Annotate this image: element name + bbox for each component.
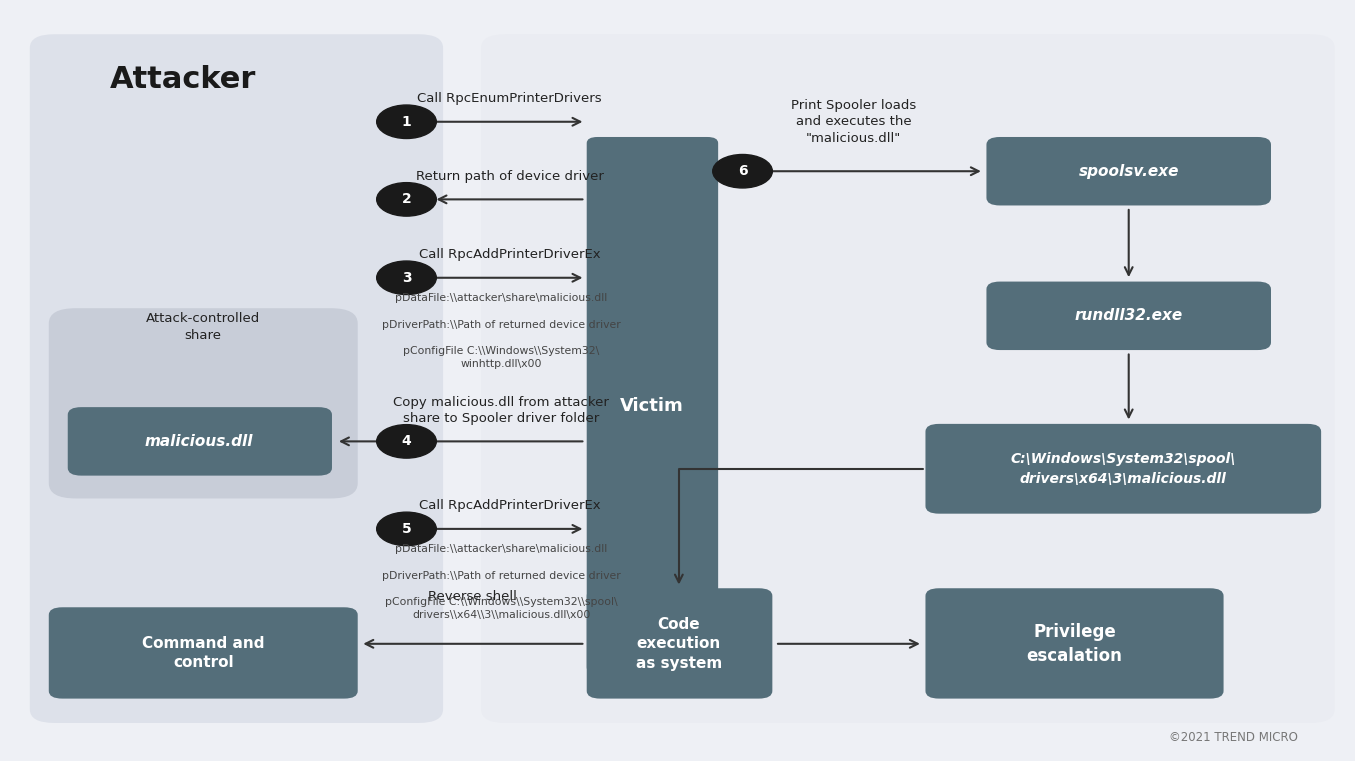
Text: Code
execution
as system: Code execution as system: [635, 616, 722, 671]
FancyBboxPatch shape: [481, 34, 1335, 723]
Text: 5: 5: [401, 522, 412, 536]
Text: 3: 3: [401, 271, 412, 285]
Text: pConfigFile C:\\Windows\\System32\
winhttp.dll\x00: pConfigFile C:\\Windows\\System32\ winht…: [404, 346, 599, 368]
Text: Return path of device driver: Return path of device driver: [416, 170, 603, 183]
Circle shape: [377, 105, 436, 139]
Text: Command and
control: Command and control: [142, 635, 264, 670]
Text: pDriverPath:\\Path of returned device driver: pDriverPath:\\Path of returned device dr…: [382, 320, 621, 330]
Text: malicious.dll: malicious.dll: [145, 434, 253, 449]
Text: rundll32.exe: rundll32.exe: [1075, 308, 1183, 323]
Text: 2: 2: [401, 193, 412, 206]
Text: 6: 6: [737, 164, 748, 178]
Text: pDriverPath:\\Path of returned device driver: pDriverPath:\\Path of returned device dr…: [382, 571, 621, 581]
FancyBboxPatch shape: [587, 588, 772, 699]
Circle shape: [377, 183, 436, 216]
FancyBboxPatch shape: [49, 308, 358, 498]
Text: Call RpcEnumPrinterDrivers: Call RpcEnumPrinterDrivers: [417, 92, 602, 105]
Text: 4: 4: [401, 435, 412, 448]
Text: pDataFile:\\attacker\share\malicious.dll: pDataFile:\\attacker\share\malicious.dll: [396, 544, 607, 554]
Text: C:\Windows\System32\spool\
drivers\x64\3\malicious.dll: C:\Windows\System32\spool\ drivers\x64\3…: [1011, 452, 1236, 486]
Text: pDataFile:\\attacker\share\malicious.dll: pDataFile:\\attacker\share\malicious.dll: [396, 293, 607, 303]
FancyBboxPatch shape: [986, 137, 1271, 205]
FancyBboxPatch shape: [68, 407, 332, 476]
FancyBboxPatch shape: [49, 607, 358, 699]
FancyBboxPatch shape: [30, 34, 443, 723]
FancyBboxPatch shape: [986, 282, 1271, 350]
Circle shape: [377, 425, 436, 458]
FancyBboxPatch shape: [587, 137, 718, 673]
Circle shape: [713, 154, 772, 188]
FancyBboxPatch shape: [925, 424, 1321, 514]
Circle shape: [377, 512, 436, 546]
Text: spoolsv.exe: spoolsv.exe: [1079, 164, 1179, 179]
Circle shape: [377, 261, 436, 295]
Text: Reverse shell: Reverse shell: [428, 590, 518, 603]
Text: Attack-controlled
share: Attack-controlled share: [146, 312, 260, 342]
Text: Victim: Victim: [619, 396, 684, 415]
Text: 1: 1: [401, 115, 412, 129]
Text: pConfigFile C:\\Windows\\System32\\spool\
drivers\\x64\\3\\malicious.dll\x00: pConfigFile C:\\Windows\\System32\\spool…: [385, 597, 618, 619]
Text: Privilege
escalation: Privilege escalation: [1027, 623, 1122, 664]
Text: ©2021 TREND MICRO: ©2021 TREND MICRO: [1169, 731, 1298, 744]
Text: Call RpcAddPrinterDriverEx: Call RpcAddPrinterDriverEx: [419, 499, 600, 512]
FancyBboxPatch shape: [925, 588, 1224, 699]
Text: Print Spooler loads
and executes the
"malicious.dll": Print Spooler loads and executes the "ma…: [791, 99, 916, 145]
Text: Copy malicious.dll from attacker
share to Spooler driver folder: Copy malicious.dll from attacker share t…: [393, 396, 610, 425]
Text: Attacker: Attacker: [110, 65, 256, 94]
Text: Call RpcAddPrinterDriverEx: Call RpcAddPrinterDriverEx: [419, 248, 600, 261]
